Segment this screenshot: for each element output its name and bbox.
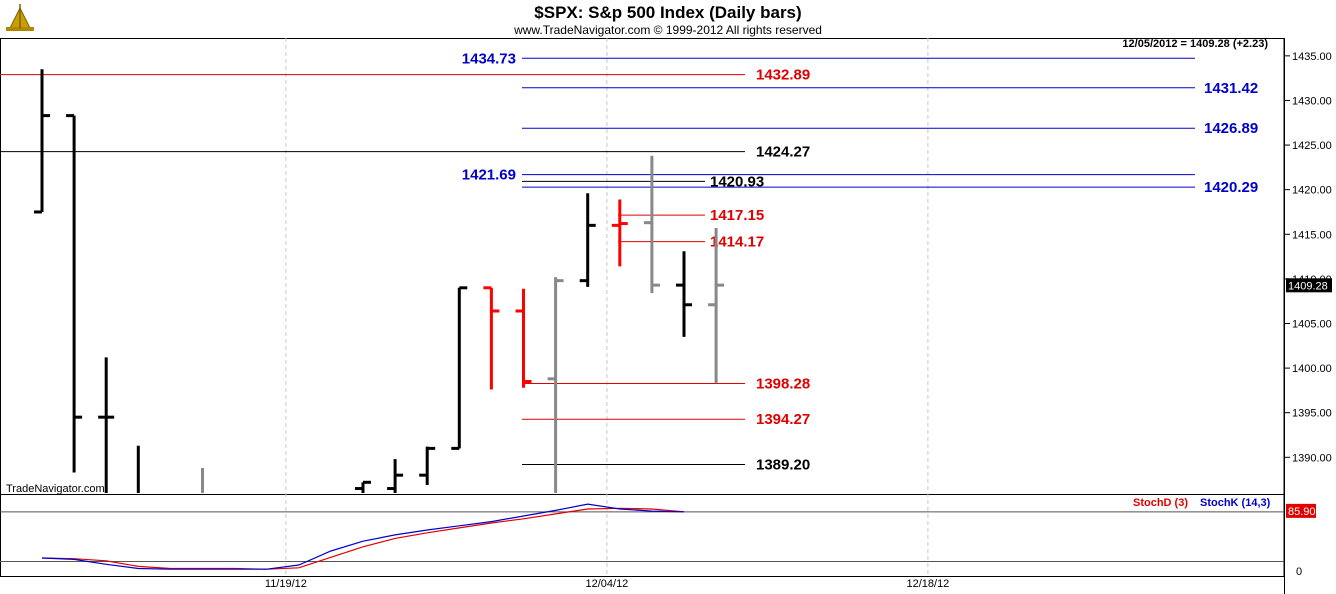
last-bar-info: 12/05/2012 = 1409.28 (+2.23)	[1122, 38, 1268, 50]
copyright-text: www.TradeNavigator.com © 1999-2012 All r…	[513, 23, 822, 37]
level-label: 1426.89	[1204, 120, 1258, 137]
y-tick-label: 1405.00	[1292, 318, 1332, 330]
level-label: 1432.89	[756, 67, 810, 84]
level-label: 1434.73	[462, 50, 516, 67]
chart-title: $SPX: S&p 500 Index (Daily bars)	[534, 3, 801, 22]
stoch-series-line	[41, 503, 685, 570]
ohlc-bars	[34, 69, 725, 493]
level-label: 1420.93	[710, 173, 764, 190]
last-price-box	[1286, 278, 1332, 293]
y-tick-label: 1420.00	[1292, 185, 1332, 197]
level-label: 1421.69	[462, 167, 516, 184]
price-axis: 1390.001395.001400.001405.001410.001415.…	[1284, 51, 1332, 464]
y-tick-label: 1395.00	[1292, 408, 1332, 420]
x-tick-label: 12/18/12	[906, 578, 949, 590]
y-tick-label: 1390.00	[1292, 452, 1332, 464]
y-tick-label: 1435.00	[1292, 51, 1332, 63]
x-tick-label: 11/19/12	[265, 578, 307, 590]
level-label: 1389.20	[756, 456, 810, 473]
level-label: 1417.15	[710, 207, 764, 224]
date-axis: 11/19/12 12/04/12 12/18/12	[265, 578, 949, 590]
legend-stochd: StochD (3)	[1133, 497, 1188, 509]
stoch-y-tick-label: 0	[1296, 566, 1302, 578]
price-levels: 1434.73 1432.89 1431.42 1426.89 1424.27 1421.…	[0, 50, 1258, 473]
level-label: 1424.27	[756, 144, 810, 161]
level-label: 1431.42	[1204, 80, 1258, 97]
stochastic-panel: StochD (3) StochK (14,3) 85.90 0	[0, 497, 1316, 578]
y-tick-label: 1400.00	[1292, 363, 1332, 375]
plot-border	[0, 38, 1285, 577]
legend-stochk: StochK (14,3)	[1200, 497, 1271, 509]
chart-grid	[285, 38, 929, 576]
stoch-last-box	[1286, 503, 1316, 518]
x-tick-label: 12/04/12	[585, 578, 628, 590]
y-tick-label: 1425.00	[1292, 140, 1332, 152]
y-tick-label: 1430.00	[1292, 95, 1332, 107]
y-tick-label: 1415.00	[1292, 229, 1332, 241]
stoch-last-label: 85.90	[1288, 506, 1316, 518]
level-label: 1420.29	[1204, 179, 1258, 196]
level-label: 1394.27	[756, 411, 810, 428]
last-price-label: 1409.28	[1288, 280, 1328, 292]
level-label: 1398.28	[756, 375, 810, 392]
chart-frame	[0, 38, 1285, 594]
stoch-series-line	[41, 507, 685, 570]
watermark-text: TradeNavigator.com	[6, 483, 105, 495]
logo-icon	[6, 4, 34, 31]
level-label: 1414.17	[710, 234, 764, 251]
